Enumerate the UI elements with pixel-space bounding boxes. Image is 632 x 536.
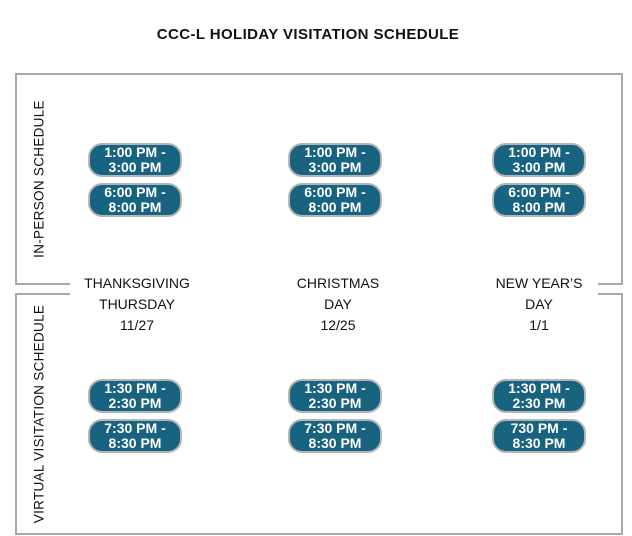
time-slot-line2: 3:00 PM <box>512 159 566 175</box>
header-line-holiday: THANKSGIVING <box>84 275 190 291</box>
header-line-holiday: NEW YEAR’S <box>495 275 583 291</box>
virtual-section-label: VIRTUAL VISITATION SCHEDULE <box>31 304 47 524</box>
time-slot-pill-virtual-new-years-2: 730 PM - 8:30 PM <box>492 419 586 453</box>
time-slot-line1: 6:00 PM - <box>104 184 166 200</box>
header-line-day: DAY <box>324 296 352 312</box>
time-slot-line2: 8:30 PM <box>308 435 362 451</box>
time-slot-line1: 1:30 PM - <box>104 380 166 396</box>
header-line-holiday: CHRISTMAS <box>296 275 380 291</box>
header-line-day: THURSDAY <box>99 296 175 312</box>
column-header-new-years: NEW YEAR’S DAY 1/1 <box>459 273 619 336</box>
time-slot-line2: 2:30 PM <box>108 395 162 411</box>
time-slot-pill-inperson-christmas-2: 6:00 PM - 8:00 PM <box>288 183 382 217</box>
time-slot-pill-virtual-christmas-2: 7:30 PM - 8:30 PM <box>288 419 382 453</box>
time-slot-line2: 3:00 PM <box>308 159 362 175</box>
in-person-section-label: IN-PERSON SCHEDULE <box>31 100 47 258</box>
time-slot-line1: 1:30 PM - <box>304 380 366 396</box>
time-slot-line2: 8:00 PM <box>308 199 362 215</box>
time-slot-line1: 1:00 PM - <box>508 144 570 160</box>
time-slot-line1: 1:00 PM - <box>104 144 166 160</box>
page-title: CCC-L HOLIDAY VISITATION SCHEDULE <box>156 26 460 43</box>
time-slot-line2: 2:30 PM <box>512 395 566 411</box>
time-slot-line1: 7:30 PM - <box>104 420 166 436</box>
time-slot-line1: 730 PM - <box>510 420 568 436</box>
column-headers-band: THANKSGIVING THURSDAY 11/27 CHRISTMAS DA… <box>70 263 598 337</box>
time-slot-line2: 2:30 PM <box>308 395 362 411</box>
time-slot-pill-inperson-thanksgiving-2: 6:00 PM - 8:00 PM <box>88 183 182 217</box>
time-slot-line1: 1:00 PM - <box>304 144 366 160</box>
in-person-section-box: IN-PERSON SCHEDULE <box>15 73 623 285</box>
column-header-thanksgiving: THANKSGIVING THURSDAY 11/27 <box>57 273 217 336</box>
time-slot-line2: 8:30 PM <box>108 435 162 451</box>
time-slot-pill-inperson-thanksgiving-1: 1:00 PM - 3:00 PM <box>88 143 182 177</box>
time-slot-pill-inperson-new-years-2: 6:00 PM - 8:00 PM <box>492 183 586 217</box>
time-slot-pill-inperson-new-years-1: 1:00 PM - 3:00 PM <box>492 143 586 177</box>
time-slot-line1: 7:30 PM - <box>304 420 366 436</box>
time-slot-pill-virtual-christmas-1: 1:30 PM - 2:30 PM <box>288 379 382 413</box>
time-slot-line2: 8:00 PM <box>108 199 162 215</box>
time-slot-line1: 6:00 PM - <box>304 184 366 200</box>
time-slot-pill-virtual-thanksgiving-1: 1:30 PM - 2:30 PM <box>88 379 182 413</box>
header-line-date: 1/1 <box>529 317 549 333</box>
time-slot-line2: 8:30 PM <box>512 435 566 451</box>
time-slot-pill-virtual-thanksgiving-2: 7:30 PM - 8:30 PM <box>88 419 182 453</box>
time-slot-pill-inperson-christmas-1: 1:00 PM - 3:00 PM <box>288 143 382 177</box>
header-line-date: 11/27 <box>120 317 154 333</box>
header-line-day: DAY <box>525 296 553 312</box>
time-slot-line1: 6:00 PM - <box>508 184 570 200</box>
time-slot-line2: 8:00 PM <box>512 199 566 215</box>
column-header-christmas: CHRISTMAS DAY 12/25 <box>258 273 418 336</box>
time-slot-line2: 3:00 PM <box>108 159 162 175</box>
header-line-date: 12/25 <box>320 317 356 333</box>
time-slot-pill-virtual-new-years-1: 1:30 PM - 2:30 PM <box>492 379 586 413</box>
time-slot-line1: 1:30 PM - <box>508 380 570 396</box>
